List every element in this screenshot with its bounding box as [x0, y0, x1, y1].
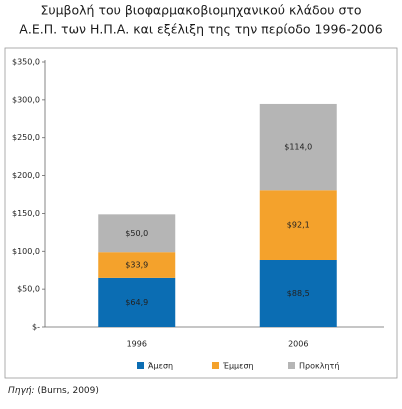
y-tick-label: $250,0: [12, 133, 40, 142]
value-label: $92,1: [287, 221, 310, 230]
value-label: $114,0: [284, 143, 312, 152]
y-tick-label: $50,0: [17, 285, 40, 294]
bar-segment: [259, 190, 337, 260]
value-label: $64,9: [125, 298, 148, 307]
chart-title: Συμβολή του βιοφαρμακοβιομηχανικού κλάδο…: [40, 3, 361, 18]
legend-label: Προκλητή: [299, 362, 339, 371]
source: Πηγή: (Burns, 2009): [8, 386, 99, 396]
bar-segment: [259, 259, 337, 327]
bar-segment: [98, 214, 176, 253]
legend-swatch: [212, 362, 219, 369]
y-tick-label: $100,0: [12, 247, 40, 256]
x-tick-label: 1996: [127, 340, 147, 349]
source-text: (Burns, 2009): [37, 386, 98, 396]
x-tick-label: 2006: [288, 340, 308, 349]
y-tick-label: $-: [32, 323, 40, 332]
y-tick-label: $150,0: [12, 209, 40, 218]
source-label: Πηγή:: [8, 386, 35, 396]
y-tick-label: $200,0: [12, 171, 40, 180]
chart-title: Α.Ε.Π. των Η.Π.Α. και εξέλιξη της την πε…: [19, 22, 382, 37]
y-tick-label: $350,0: [12, 58, 40, 67]
value-label: $50,0: [125, 229, 148, 238]
legend-label: Άμεση: [148, 362, 173, 371]
chart-frame: [4, 47, 398, 379]
value-label: $33,9: [125, 261, 148, 270]
bar-segment: [98, 277, 176, 327]
bar-segment: [98, 252, 176, 278]
legend-label: Έμμεση: [222, 362, 254, 371]
legend-swatch: [137, 362, 144, 369]
value-label: $88,5: [287, 289, 310, 298]
bar-segment: [259, 103, 337, 191]
y-tick-label: $300,0: [12, 95, 40, 104]
legend-swatch: [288, 362, 295, 369]
